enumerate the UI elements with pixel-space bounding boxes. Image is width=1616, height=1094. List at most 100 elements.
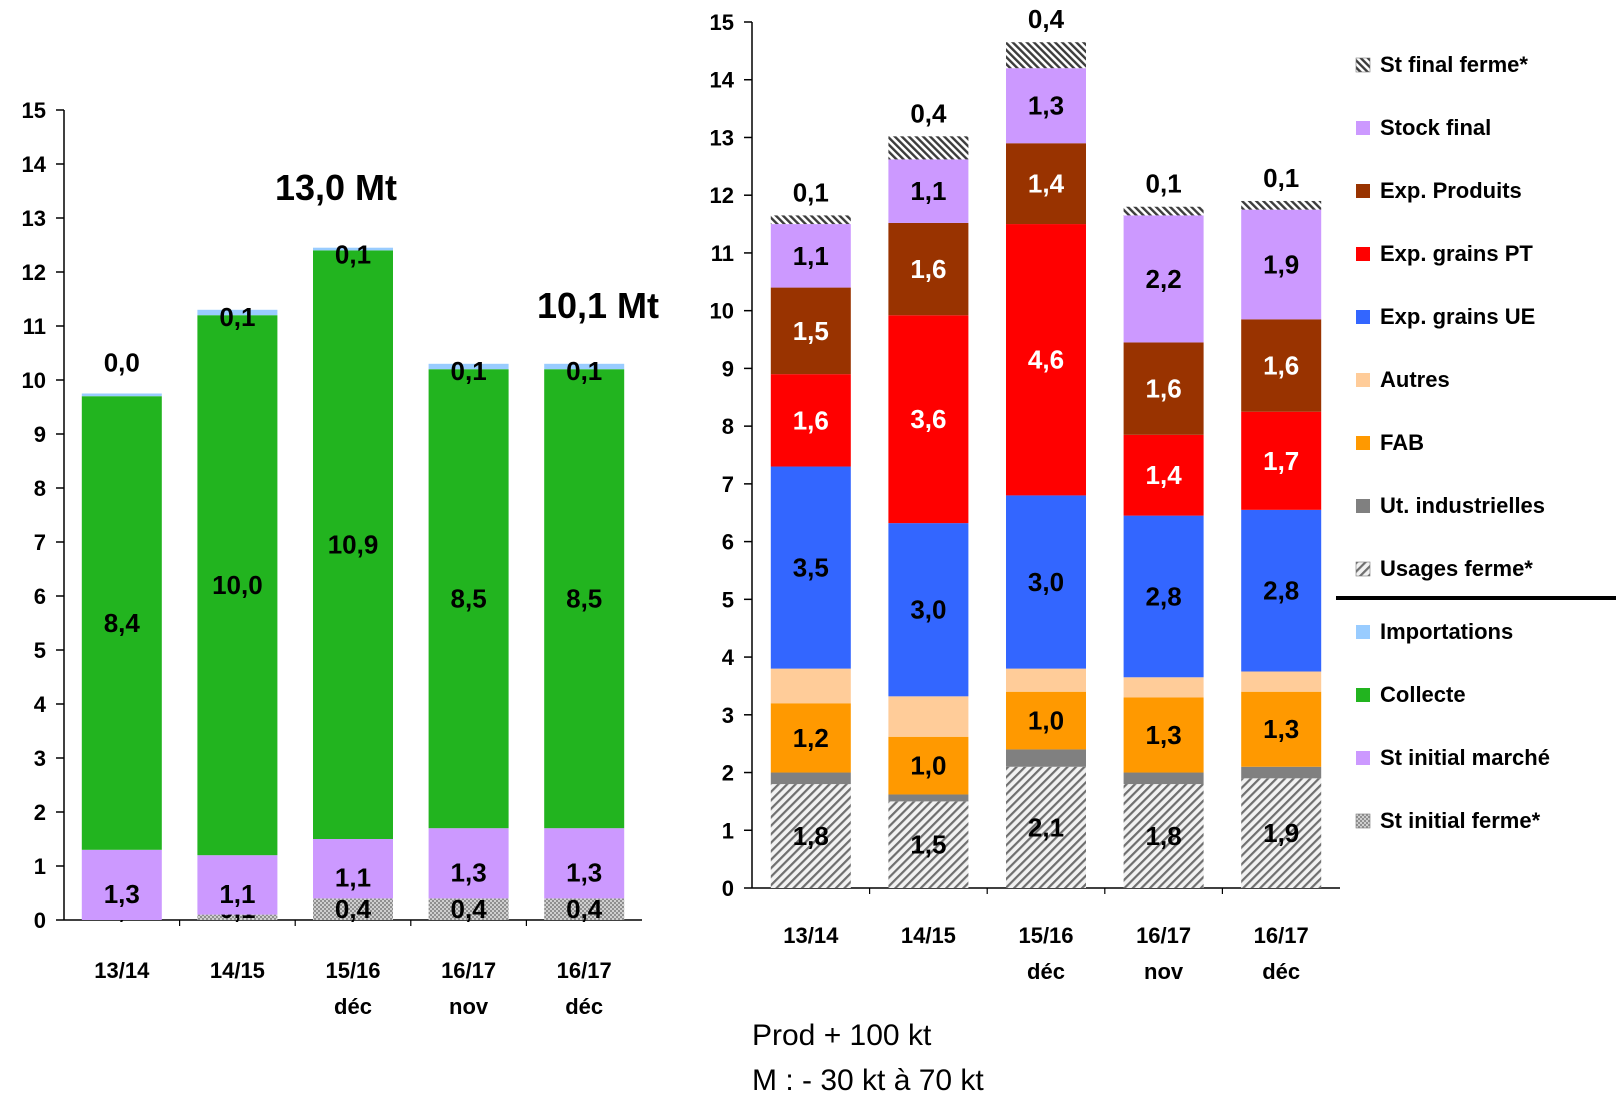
legend: St final ferme* Stock final Exp. Produits E… bbox=[1355, 52, 1550, 833]
legend-swatch-usages_ferme bbox=[1355, 561, 1371, 577]
bar-segment-exp_grains_ue bbox=[1123, 515, 1204, 678]
right-y-tick-label: 15 bbox=[710, 10, 734, 35]
bar-segment-exp_produits bbox=[888, 222, 969, 316]
bar-segment-autres bbox=[1123, 677, 1204, 698]
left-y-tick-label: 2 bbox=[34, 800, 46, 825]
left-category-label: 13/14 bbox=[94, 958, 150, 983]
bar-segment-exp_grains_ue bbox=[1241, 509, 1322, 672]
bar-segment-usages_ferme bbox=[1006, 766, 1086, 888]
right-category-label: 14/15 bbox=[901, 923, 956, 948]
data-label-fab: 1,2 bbox=[793, 723, 829, 753]
bar-segment-fab bbox=[770, 703, 851, 773]
data-label-exp_produits: 1,5 bbox=[793, 316, 829, 346]
legend-label-exp_grains_pt: Exp. grains PT bbox=[1380, 241, 1533, 266]
left-category-label: déc bbox=[334, 994, 372, 1019]
bar-segment-exp_grains_pt bbox=[888, 315, 969, 524]
legend-swatch-autres bbox=[1356, 373, 1370, 387]
bar-segment-stock_final bbox=[888, 159, 969, 223]
bar-segment-ut_industrielles bbox=[888, 794, 969, 802]
legend-label-importations: Importations bbox=[1380, 619, 1513, 644]
bar-segment-st_initial_ferme bbox=[313, 898, 393, 920]
data-label-st_initial_ferme: 0,4 bbox=[566, 894, 603, 924]
bar-segment-exp_grains_ue bbox=[888, 523, 969, 697]
data-label-usages_ferme: 1,8 bbox=[793, 821, 829, 851]
bar-segment-st_initial_ferme bbox=[428, 898, 509, 920]
legend-label-st_initial_marche: St initial marché bbox=[1380, 745, 1550, 770]
legend-label-exp_produits: Exp. Produits bbox=[1380, 178, 1522, 203]
data-label-importations: 0,1 bbox=[451, 356, 487, 386]
bar-segment-collecte bbox=[428, 369, 509, 829]
bar-segment-ut_industrielles bbox=[1123, 772, 1204, 785]
bar-segment-importations bbox=[428, 363, 509, 370]
bar-segment-ut_industrielles bbox=[770, 772, 851, 785]
bar-segment-fab bbox=[1006, 691, 1086, 750]
right-y-tick-label: 12 bbox=[710, 183, 734, 208]
bar-segment-st_initial_marche bbox=[313, 839, 393, 899]
bar-segment-exp_produits bbox=[1006, 143, 1086, 225]
left-category-label: 16/17 bbox=[441, 958, 496, 983]
bar-segment-usages_ferme bbox=[770, 784, 851, 888]
data-label-exp_grains_pt: 1,4 bbox=[1146, 460, 1183, 490]
data-label-stock_final: 1,3 bbox=[1028, 91, 1064, 121]
bar-segment-collecte bbox=[544, 369, 625, 829]
bar-segment-importations bbox=[81, 393, 162, 397]
data-label-exp_grains_ue: 2,8 bbox=[1263, 576, 1299, 606]
bar-segment-exp_grains_pt bbox=[1123, 434, 1204, 516]
bar-segment-fab bbox=[1241, 691, 1322, 767]
data-label-exp_grains_pt: 3,6 bbox=[910, 404, 946, 434]
legend-swatch-stock_final bbox=[1356, 121, 1370, 135]
right-y-tick-label: 10 bbox=[710, 299, 734, 324]
legend-swatch-exp_grains_ue bbox=[1356, 310, 1370, 324]
right-category-label: nov bbox=[1144, 959, 1184, 984]
bar-segment-stock_final bbox=[1241, 209, 1322, 320]
bar-segment-exp_grains_pt bbox=[770, 374, 851, 467]
legend-swatch-exp_grains_pt bbox=[1356, 247, 1370, 261]
bar-segment-st_final_ferme bbox=[888, 136, 969, 160]
data-label-exp_produits: 1,6 bbox=[1146, 374, 1182, 404]
right-y-tick-label: 6 bbox=[722, 530, 734, 555]
data-label-exp_produits: 1,4 bbox=[1028, 169, 1065, 199]
legend-label-fab: FAB bbox=[1380, 430, 1424, 455]
right-category-label: 16/17 bbox=[1136, 923, 1191, 948]
right-y-tick-label: 11 bbox=[711, 241, 734, 266]
left-y-tick-label: 1 bbox=[34, 854, 46, 879]
bar-segment-collecte bbox=[81, 396, 162, 850]
bar-segment-exp_grains_pt bbox=[1006, 224, 1086, 496]
data-label-st_initial_ferme: 0,4 bbox=[451, 894, 488, 924]
bar-segment-st_final_ferme bbox=[1123, 206, 1204, 216]
legend-label-st_initial_ferme: St initial ferme* bbox=[1380, 808, 1541, 833]
left-y-tick-label: 0 bbox=[34, 908, 46, 933]
bar-segment-usages_ferme bbox=[1123, 784, 1204, 888]
data-label-importations: 0,0 bbox=[104, 348, 140, 378]
data-label-fab: 1,3 bbox=[1263, 714, 1299, 744]
legend-swatch-st_final_ferme bbox=[1355, 57, 1371, 73]
right-category-label: déc bbox=[1262, 959, 1300, 984]
data-label-exp_produits: 1,6 bbox=[910, 254, 946, 284]
data-label-exp_grains_ue: 3,0 bbox=[910, 595, 946, 625]
legend-label-autres: Autres bbox=[1380, 367, 1450, 392]
data-label-st_initial_marche: 1,3 bbox=[566, 857, 602, 887]
legend-swatch-ut_industrielles bbox=[1356, 499, 1370, 513]
left-category-label: nov bbox=[449, 994, 489, 1019]
data-label-st_initial_marche: 1,1 bbox=[219, 879, 255, 909]
right-y-tick-label: 1 bbox=[722, 818, 734, 843]
right-y-tick-label: 7 bbox=[722, 472, 734, 497]
left-y-tick-label: 3 bbox=[34, 746, 46, 771]
data-label-stock_final: 2,2 bbox=[1146, 264, 1182, 294]
data-label-fab: 1,0 bbox=[910, 751, 946, 781]
right-y-tick-label: 4 bbox=[722, 645, 735, 670]
data-label-collecte: 8,5 bbox=[566, 584, 602, 614]
bar-segment-fab bbox=[1123, 697, 1204, 773]
bar-segment-autres bbox=[770, 668, 851, 704]
bar-segment-autres bbox=[1006, 668, 1086, 692]
legend-swatch-st_initial_marche bbox=[1356, 751, 1370, 765]
data-label-collecte: 10,9 bbox=[328, 530, 379, 560]
bar-segment-stock_final bbox=[1123, 215, 1204, 343]
bar-segment-exp_grains_ue bbox=[1006, 495, 1086, 669]
note-prod: Prod + 100 kt bbox=[752, 1019, 932, 1052]
legend-label-collecte: Collecte bbox=[1380, 682, 1466, 707]
legend-label-exp_grains_ue: Exp. grains UE bbox=[1380, 304, 1535, 329]
data-label-exp_grains_ue: 3,5 bbox=[793, 553, 829, 583]
data-label-usages_ferme: 2,1 bbox=[1028, 812, 1064, 842]
